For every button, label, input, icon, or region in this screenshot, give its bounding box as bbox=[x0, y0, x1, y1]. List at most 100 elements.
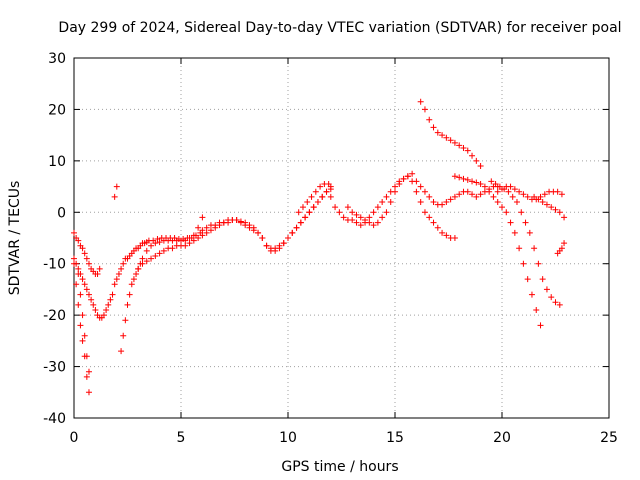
data-point bbox=[537, 322, 544, 329]
data-point bbox=[507, 219, 514, 226]
data-point bbox=[216, 222, 223, 229]
data-point bbox=[469, 152, 476, 159]
data-point bbox=[539, 199, 546, 205]
data-point bbox=[120, 260, 127, 267]
data-point bbox=[528, 291, 535, 298]
data-point bbox=[111, 281, 118, 288]
data-point bbox=[105, 301, 112, 308]
data-point bbox=[107, 296, 114, 303]
data-point bbox=[212, 224, 219, 231]
x-tick-label: 20 bbox=[493, 430, 511, 446]
data-point bbox=[122, 317, 129, 324]
data-point bbox=[319, 193, 326, 200]
data-point bbox=[494, 188, 501, 195]
data-point bbox=[524, 193, 531, 200]
data-point bbox=[374, 204, 381, 211]
data-point bbox=[77, 322, 84, 329]
data-point bbox=[439, 201, 446, 208]
data-point bbox=[242, 222, 249, 229]
data-point bbox=[362, 217, 369, 223]
data-point bbox=[370, 209, 377, 216]
data-point bbox=[79, 276, 86, 283]
data-point bbox=[533, 307, 540, 313]
data-point bbox=[451, 139, 458, 146]
data-point bbox=[77, 291, 84, 298]
data-point bbox=[379, 214, 386, 221]
data-point bbox=[94, 271, 101, 277]
data-point bbox=[306, 209, 313, 216]
data-point bbox=[109, 291, 116, 298]
data-point bbox=[548, 204, 555, 211]
data-point bbox=[370, 222, 377, 229]
data-point bbox=[186, 235, 193, 241]
data-point bbox=[499, 186, 505, 193]
data-point bbox=[447, 196, 454, 203]
data-point bbox=[100, 312, 107, 319]
data-point bbox=[434, 129, 441, 136]
data-point bbox=[434, 224, 441, 231]
data-point bbox=[383, 193, 390, 200]
data-point bbox=[516, 188, 523, 195]
data-point bbox=[310, 204, 317, 211]
data-point bbox=[302, 214, 309, 221]
data-point bbox=[83, 373, 90, 380]
data-point bbox=[154, 236, 161, 243]
x-axis-label: GPS time / hours bbox=[281, 459, 398, 475]
axis-ticks bbox=[73, 57, 610, 419]
data-point bbox=[246, 224, 253, 231]
series-track-i bbox=[344, 170, 501, 229]
y-tick-label: 10 bbox=[48, 154, 66, 170]
data-point bbox=[460, 145, 467, 151]
data-point bbox=[539, 276, 546, 283]
y-axis-label: SDTVAR / TECUs bbox=[7, 181, 23, 296]
data-point bbox=[494, 199, 501, 205]
series-track-k bbox=[451, 173, 544, 329]
data-point bbox=[304, 199, 311, 205]
series-track-m bbox=[494, 183, 565, 203]
data-point bbox=[520, 191, 527, 198]
data-point bbox=[314, 199, 321, 205]
series-track-o bbox=[554, 240, 568, 257]
data-point bbox=[366, 214, 373, 221]
series-track-g bbox=[135, 214, 206, 272]
data-point bbox=[199, 232, 206, 239]
series-track-a bbox=[71, 229, 103, 277]
data-point bbox=[336, 209, 343, 216]
data-point bbox=[548, 294, 555, 301]
series-track-j bbox=[417, 98, 484, 169]
data-point bbox=[417, 183, 424, 190]
data-point bbox=[327, 183, 334, 190]
data-point bbox=[182, 237, 189, 244]
data-point bbox=[111, 193, 118, 200]
data-point bbox=[195, 235, 202, 241]
data-point bbox=[469, 191, 476, 198]
data-point bbox=[430, 124, 437, 131]
x-tick-label: 15 bbox=[386, 430, 404, 446]
data-point bbox=[426, 116, 433, 123]
data-point bbox=[477, 163, 484, 169]
data-point bbox=[464, 147, 471, 154]
data-point bbox=[522, 219, 529, 226]
data-point bbox=[83, 286, 90, 293]
data-point bbox=[460, 175, 467, 182]
data-point bbox=[133, 271, 140, 277]
data-point bbox=[426, 214, 433, 221]
data-point bbox=[190, 232, 197, 239]
data-point bbox=[507, 183, 514, 190]
data-point bbox=[323, 188, 330, 195]
data-point bbox=[556, 209, 563, 216]
data-point bbox=[481, 183, 488, 190]
data-point bbox=[71, 260, 77, 267]
data-point bbox=[552, 299, 559, 306]
data-point bbox=[404, 173, 411, 180]
data-point bbox=[332, 204, 339, 211]
data-point bbox=[556, 301, 563, 308]
data-point bbox=[499, 204, 505, 211]
series-track-e bbox=[111, 183, 120, 200]
data-point bbox=[96, 265, 103, 272]
data-point bbox=[293, 224, 300, 231]
data-point bbox=[511, 186, 518, 193]
chart-title: Day 299 of 2024, Sidereal Day-to-day VTE… bbox=[58, 20, 621, 36]
data-point bbox=[430, 219, 437, 226]
